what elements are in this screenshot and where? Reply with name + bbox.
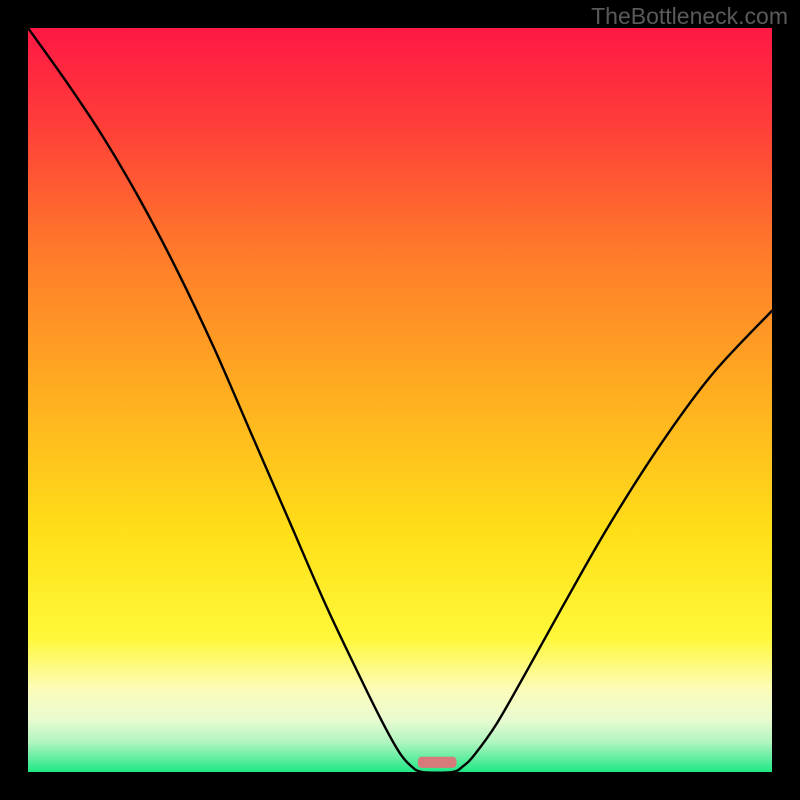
gradient-background [28,28,772,772]
plot-area [28,28,772,772]
valley-marker [418,757,457,768]
chart-svg [28,28,772,772]
watermark-text: TheBottleneck.com [591,3,788,30]
